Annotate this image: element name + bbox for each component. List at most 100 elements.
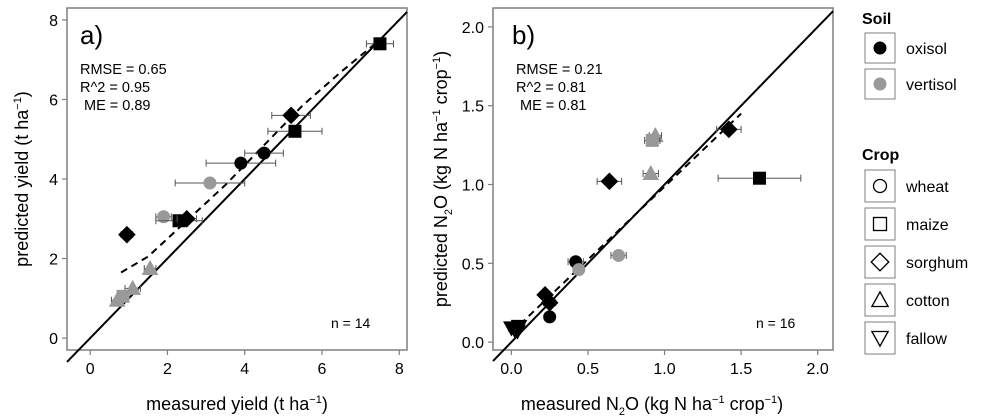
legend-crop-wheat-marker bbox=[872, 178, 888, 194]
panel-b-x-title-sup2: −1 bbox=[765, 394, 778, 406]
panel-b-x-title-sub: 2 bbox=[619, 406, 625, 416]
panel-a-y-tick-label: 8 bbox=[49, 13, 58, 30]
panel-b-data-point bbox=[612, 248, 626, 262]
panel-a-y-title-tail: ) bbox=[12, 91, 32, 97]
legend: Soil oxisol vertisol Crop wheat maize sorgh… bbox=[862, 11, 968, 355]
legend-soil-vertisol-marker bbox=[873, 77, 887, 91]
legend-crop-cotton-label: cotton bbox=[906, 293, 950, 310]
panel-a-y-title-main: predicted yield (t ha bbox=[12, 109, 32, 267]
panel-b-y-title-sup: −1 bbox=[431, 109, 443, 122]
panel-a-data-point bbox=[118, 225, 136, 244]
panel-b-y-title-tail2: ) bbox=[431, 51, 451, 57]
panel-a: a) RMSE = 0.65 R^2 = 0.95 ME = 0.89 n = … bbox=[12, 7, 408, 414]
legend-soil-title: Soil bbox=[862, 11, 891, 28]
panel-b-y-tick-label: 0.0 bbox=[462, 335, 484, 352]
panel-b-data-point bbox=[510, 319, 528, 335]
panel-a-stat-rmse: RMSE = 0.65 bbox=[80, 62, 167, 78]
panel-b-x-tick-label: 0.5 bbox=[577, 361, 599, 378]
panel-a-x-title-sup: −1 bbox=[309, 394, 322, 406]
panel-b-stat-r2: R^2 = 0.81 bbox=[516, 80, 586, 96]
panel-b-stat-me: ME = 0.81 bbox=[520, 98, 587, 114]
legend-crop-sorghum-label: sorghum bbox=[906, 255, 968, 272]
legend-soil-vertisol-label: vertisol bbox=[906, 77, 957, 94]
panel-a-x-tick-label: 8 bbox=[395, 361, 404, 378]
legend-soil-oxisol-label: oxisol bbox=[906, 41, 947, 58]
panel-a-label: a) bbox=[80, 20, 103, 50]
panel-a-data-point bbox=[141, 259, 159, 275]
legend-crop-maize-marker bbox=[872, 216, 888, 232]
panel-a-stat-r2: R^2 = 0.95 bbox=[80, 80, 150, 96]
panel-a-y-tick-label: 0 bbox=[49, 331, 58, 348]
panel-b-x-tick-label: 1.0 bbox=[653, 361, 675, 378]
panel-a-data-point bbox=[288, 124, 302, 138]
panel-b-x-tick-label: 0.0 bbox=[500, 361, 522, 378]
panel-a-x-tick-label: 4 bbox=[240, 361, 249, 378]
panel-b-data-point bbox=[645, 133, 659, 147]
panel-b-y-title-main: predicted N bbox=[431, 215, 451, 307]
panel-a-y-ticks: 0 2 4 6 8 bbox=[49, 13, 67, 348]
panel-a-fit-line bbox=[120, 39, 381, 274]
panel-b-x-tick-label: 2.0 bbox=[807, 361, 829, 378]
legend-crop-fallow-label: fallow bbox=[906, 331, 947, 348]
panel-a-data-point bbox=[373, 37, 387, 51]
panel-a-data-point bbox=[257, 146, 271, 160]
legend-crop-sorghum-marker bbox=[870, 252, 890, 272]
panel-b-stats: RMSE = 0.21 R^2 = 0.81 ME = 0.81 bbox=[516, 62, 603, 114]
legend-crop-title: Crop bbox=[862, 147, 900, 164]
panel-b-stat-rmse: RMSE = 0.21 bbox=[516, 62, 603, 78]
panel-b-y-tick-label: 0.5 bbox=[462, 256, 484, 273]
legend-crop-maize-label: maize bbox=[906, 217, 949, 234]
panel-a-data-point bbox=[157, 210, 171, 224]
panel-a-n-count: n = 14 bbox=[331, 315, 371, 331]
panel-b-data-point bbox=[543, 310, 557, 324]
legend-soil-items: oxisol vertisol bbox=[864, 32, 957, 100]
panel-a-data-point bbox=[177, 209, 196, 228]
panel-a-x-ticks: 0 2 4 6 8 bbox=[86, 350, 404, 378]
panel-b-y-title-mid: O (kg N ha bbox=[431, 121, 451, 209]
panel-b-x-tick-label: 1.5 bbox=[730, 361, 752, 378]
legend-crop-cotton-marker bbox=[870, 290, 890, 308]
panel-a-stat-me: ME = 0.89 bbox=[84, 98, 151, 114]
panel-b: b) RMSE = 0.21 R^2 = 0.81 ME = 0.81 n = … bbox=[431, 7, 834, 416]
panel-b-x-title-tail: crop bbox=[725, 394, 765, 414]
panel-b-y-tick-label: 1.0 bbox=[462, 178, 484, 195]
panel-b-y-title-tail: crop bbox=[431, 69, 451, 109]
panel-a-x-title-main: measured yield (t ha bbox=[146, 394, 310, 414]
panel-a-data-point bbox=[116, 289, 130, 303]
panel-a-data-point bbox=[234, 156, 248, 170]
panel-a-y-tick-label: 4 bbox=[49, 172, 58, 189]
legend-crop-wheat-label: wheat bbox=[905, 179, 949, 196]
panel-a-x-title-tail: ) bbox=[322, 394, 328, 414]
panel-b-x-title-sup: −1 bbox=[712, 394, 725, 406]
panel-b-x-title-main: measured N bbox=[521, 394, 619, 414]
panel-a-data-point bbox=[203, 176, 217, 190]
panel-b-y-axis-title: predicted N2O (kg N ha−1 crop−1) bbox=[431, 51, 455, 307]
panel-a-x-axis-title: measured yield (t ha−1) bbox=[146, 394, 328, 414]
panel-b-y-tick-label: 2.0 bbox=[462, 20, 484, 37]
panel-b-data-point bbox=[752, 171, 766, 185]
panel-a-y-axis-title: predicted yield (t ha−1) bbox=[12, 91, 32, 267]
legend-crop-fallow-marker bbox=[870, 330, 890, 348]
panel-a-x-tick-label: 0 bbox=[86, 361, 95, 378]
panel-b-x-title-tail2: ) bbox=[777, 394, 783, 414]
panel-b-label: b) bbox=[512, 20, 535, 50]
panel-b-n-count: n = 16 bbox=[756, 315, 796, 331]
panel-a-x-tick-label: 2 bbox=[163, 361, 172, 378]
panel-b-points bbox=[503, 120, 802, 340]
panel-b-x-ticks: 0.0 0.5 1.0 1.5 2.0 bbox=[500, 350, 829, 378]
panel-b-data-point bbox=[600, 172, 619, 191]
panel-a-data-point bbox=[282, 106, 300, 125]
panel-b-data-point bbox=[572, 263, 586, 277]
panel-b-y-ticks: 0.0 0.5 1.0 1.5 2.0 bbox=[462, 20, 493, 352]
panel-b-x-axis-title: measured N2O (kg N ha−1 crop−1) bbox=[521, 394, 783, 416]
panel-b-y-title-sup2: −1 bbox=[431, 57, 443, 70]
panel-b-data-point bbox=[720, 120, 738, 139]
panel-a-x-tick-label: 6 bbox=[318, 361, 327, 378]
panel-b-data-point bbox=[642, 164, 660, 180]
panel-a-y-tick-label: 6 bbox=[49, 92, 58, 109]
panel-a-y-title-sup: −1 bbox=[12, 97, 24, 110]
panel-b-y-tick-label: 1.5 bbox=[462, 99, 484, 116]
panel-b-y-title-sub: 2 bbox=[443, 209, 455, 215]
panel-a-points bbox=[108, 37, 394, 307]
